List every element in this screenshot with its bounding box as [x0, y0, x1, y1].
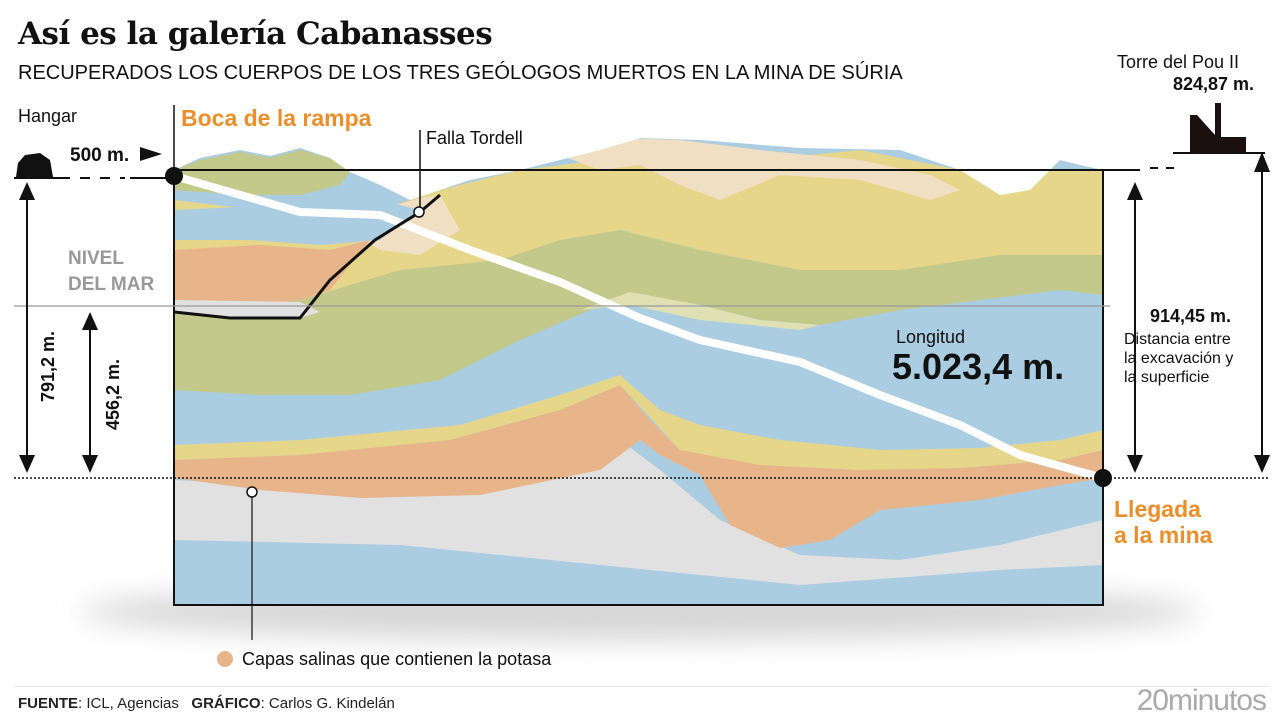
distance-value: 914,45 m.	[1150, 306, 1232, 326]
hangar-label: Hangar	[18, 106, 78, 126]
tunnel-ramp	[174, 172, 1103, 482]
distance-desc-line: Distancia entre	[1124, 331, 1231, 348]
source-label: FUENTE	[18, 695, 78, 712]
tower-icon	[1190, 103, 1246, 153]
layer-pale-band	[580, 292, 820, 330]
page-title: Así es la galería Cabanasses	[18, 16, 493, 52]
legend-marker	[246, 486, 258, 498]
layer-left-grey	[174, 300, 320, 318]
brand-logo: 20minutos	[1136, 684, 1267, 717]
distance-desc-line: la excavación y	[1124, 350, 1234, 367]
section-frame	[173, 169, 1104, 606]
distance-desc-line: la superficie	[1124, 369, 1210, 386]
subtitle: RECUPERADOS LOS CUERPOS DE LOS TRES GEÓL…	[18, 62, 903, 84]
footer-divider	[14, 686, 1270, 687]
source-text: : ICL, Agencias	[78, 695, 179, 712]
legend-label: Capas salinas que contienen la potasa	[242, 649, 552, 669]
layer-salt-top-yellow	[174, 375, 1103, 470]
fault-marker	[413, 206, 425, 218]
layer-left-blue	[174, 190, 420, 245]
arrival-label-1: Llegada	[1114, 496, 1201, 522]
arrival-dot	[1094, 469, 1112, 487]
arrow-791	[19, 182, 35, 473]
tower-altitude: 824,87 m.	[1173, 74, 1255, 94]
ramp-entrance-label: Boca de la rampa	[181, 105, 372, 131]
layer-salt	[174, 385, 1103, 548]
layer-green	[174, 230, 1103, 395]
depth-total-label: 791,2 m.	[38, 330, 58, 402]
footer-credits: FUENTE: ICL, Agencias GRÁFICO: Carlos G.…	[18, 695, 395, 712]
legend-swatch	[217, 651, 233, 667]
arrow-914-inner	[1127, 182, 1143, 473]
hangar-icon	[16, 153, 53, 177]
sea-level-label-1: NIVEL	[68, 248, 124, 269]
sea-level-label-2: DEL MAR	[68, 274, 155, 295]
graphic-label: GRÁFICO	[191, 695, 261, 712]
length-value: 5.023,4 m.	[892, 346, 1065, 387]
length-label: Longitud	[896, 327, 966, 347]
hangar-distance: 500 m.	[70, 145, 130, 166]
ramp-entrance-dot	[165, 167, 183, 185]
layer-top-green-hills	[174, 150, 350, 195]
depth-below-sea-label: 456,2 m.	[103, 358, 123, 430]
arrival-label-2: a la mina	[1114, 522, 1213, 548]
layer-left-salt	[174, 240, 370, 305]
layer-yellow	[174, 150, 1103, 300]
fault-label: Falla Tordell	[426, 128, 523, 148]
white-above-surface	[174, 100, 1103, 200]
distance-description: Distancia entre la excavación y la super…	[1124, 330, 1233, 387]
layer-grey	[174, 440, 1103, 585]
arrow-right-icon	[140, 147, 162, 161]
tower-name: Torre del Pou II	[1117, 52, 1240, 72]
graphic-text: : Carlos G. Kindelán	[260, 695, 395, 712]
arrow-914-outer	[1254, 152, 1270, 473]
arrow-456	[82, 312, 98, 473]
